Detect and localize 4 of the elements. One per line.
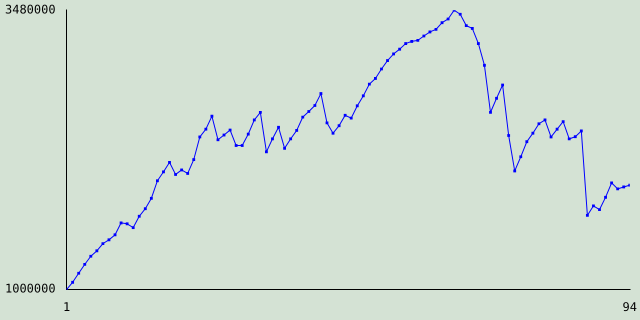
x-tick-label: 94 bbox=[622, 300, 637, 314]
y-tick-label: 1000000 bbox=[4, 282, 56, 296]
y-tick-label: 3480000 bbox=[4, 2, 56, 16]
x-tick-label: 1 bbox=[62, 300, 70, 314]
